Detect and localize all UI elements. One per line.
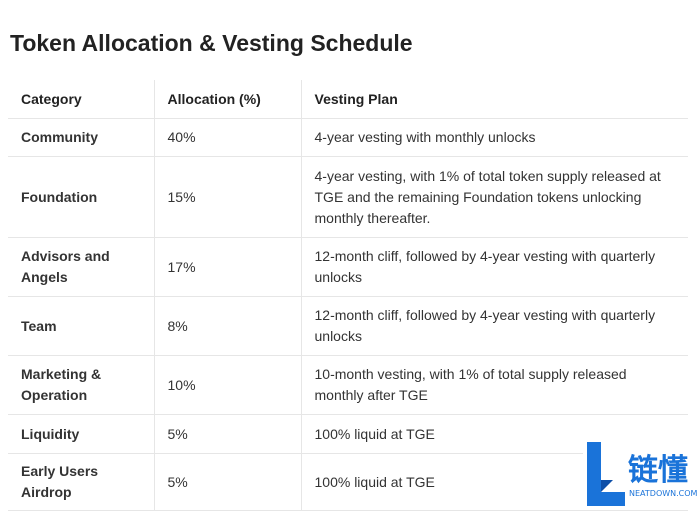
table-cell: 12-month cliff, followed by 4-year vesti… [300,237,688,297]
table-cell: 15% [153,156,301,238]
watermark-logo: 链懂 NEATDOWN.COM [587,442,698,506]
page-title: Token Allocation & Vesting Schedule [10,30,413,56]
logo-shape [587,442,625,506]
table-row: Advisors and Angels 17% 12-month cliff, fo… [8,237,688,297]
table-cell: Team [8,296,154,356]
table-cell: 5% [153,414,301,454]
table-cell: Advisors and Angels [8,237,154,297]
watermark-name: 链懂 [628,453,688,488]
table-row: Marketing & Operation 10% 10-month vesting… [8,355,688,415]
header-cell: Allocation (%) [153,80,301,119]
table-cell: Community [8,118,154,157]
table-cell: Early Users Airdrop [8,453,154,511]
table-row: Foundation 15% 4-year vesting, with 1% of … [8,156,688,238]
table-cell: 10% [153,355,301,415]
table-cell: 10-month vesting, with 1% of total suppl… [300,355,688,415]
table-row: Community 40% 4-year vesting with monthly … [8,118,688,157]
watermark-site: NEATDOWN.COM [629,489,698,498]
table-cell: 4-year vesting with monthly unlocks [300,118,688,157]
table-cell: Liquidity [8,414,154,454]
logo-fold [601,480,613,492]
header-cell: Category [8,80,154,119]
header-cell: Vesting Plan [300,80,688,119]
table-cell: 40% [153,118,301,157]
table-cell: 5% [153,453,301,511]
table-cell: 17% [153,237,301,297]
watermark: 链懂 NEATDOWN.COM [583,440,700,510]
table-cell: 12-month cliff, followed by 4-year vesti… [300,296,688,356]
table-row: Team 8% 12-month cliff, followed by 4-year… [8,296,688,356]
header-row: Category Allocation (%) Vesting Plan [8,80,688,119]
table-cell: Marketing & Operation [8,355,154,415]
table-cell: 4-year vesting, with 1% of total token s… [300,156,688,238]
table-cell: 8% [153,296,301,356]
table-cell: Foundation [8,156,154,238]
table-row: Early Users Airdrop 5% 100% liquid at TGE [8,453,688,511]
